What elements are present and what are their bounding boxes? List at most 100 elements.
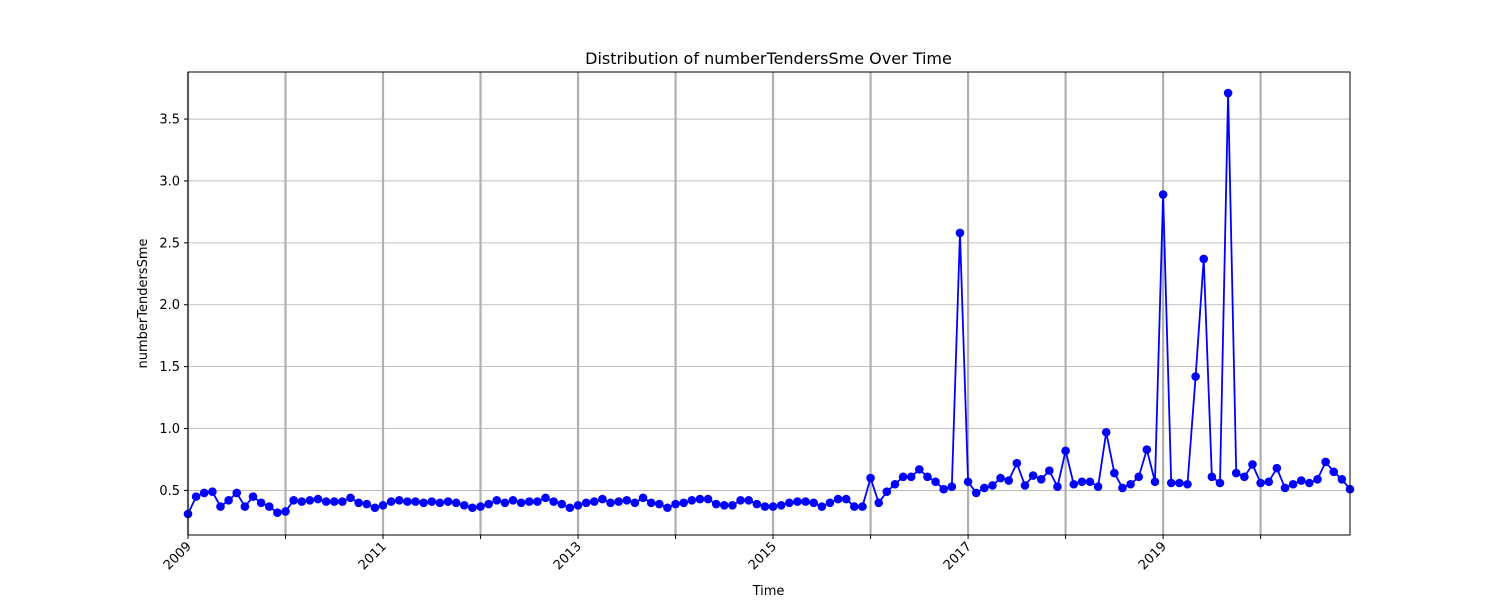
data-point	[882, 487, 892, 496]
data-point	[516, 498, 526, 508]
data-point	[1142, 445, 1152, 454]
data-point	[825, 498, 835, 508]
data-point	[614, 497, 623, 506]
data-point	[1305, 478, 1314, 488]
data-point	[386, 497, 396, 506]
data-point	[338, 497, 347, 506]
data-point	[711, 499, 721, 509]
data-point	[1207, 472, 1217, 482]
data-point	[484, 499, 493, 509]
data-point	[955, 228, 965, 238]
data-point	[858, 502, 867, 511]
data-point	[589, 497, 599, 506]
data-point	[1264, 477, 1274, 487]
data-point	[346, 493, 355, 503]
data-point	[760, 502, 770, 511]
data-point	[890, 479, 900, 489]
data-point	[752, 499, 762, 509]
data-point	[321, 497, 331, 506]
data-point	[833, 494, 843, 504]
data-point	[1183, 479, 1192, 489]
data-point	[996, 473, 1005, 483]
data-point	[565, 503, 575, 513]
data-point	[622, 496, 632, 505]
data-point	[695, 494, 705, 504]
data-point	[923, 472, 932, 482]
data-point	[1004, 476, 1014, 485]
data-point	[435, 498, 445, 508]
y-tick-label: 1.0	[159, 422, 180, 437]
y-tick-label: 3.0	[159, 174, 180, 189]
data-point	[638, 493, 648, 503]
data-point	[370, 503, 380, 513]
data-point	[898, 472, 908, 482]
data-point	[906, 472, 916, 482]
data-point	[411, 497, 420, 506]
data-point	[1093, 482, 1103, 492]
data-point	[329, 497, 339, 506]
data-point	[541, 493, 550, 503]
data-point	[1175, 478, 1184, 488]
data-point	[1288, 479, 1298, 489]
data-point	[1329, 467, 1339, 477]
data-point	[768, 502, 778, 511]
data-point	[1223, 88, 1233, 98]
data-point	[663, 503, 672, 513]
y-tick-label: 2.5	[159, 236, 180, 251]
data-point	[240, 502, 250, 511]
data-point	[208, 487, 217, 496]
data-point	[273, 508, 282, 518]
data-point	[1053, 482, 1062, 492]
data-point	[980, 483, 989, 493]
data-point	[1166, 478, 1176, 488]
data-point	[655, 499, 664, 509]
y-tick-label: 1.5	[159, 360, 180, 375]
data-point	[1020, 481, 1030, 490]
data-point	[915, 465, 924, 474]
plot-background	[188, 72, 1350, 535]
data-point	[1296, 476, 1306, 485]
data-point	[1126, 479, 1135, 489]
data-point	[809, 498, 818, 508]
data-point	[549, 497, 558, 506]
data-point	[459, 500, 469, 510]
data-point	[630, 498, 640, 508]
data-point	[508, 496, 518, 505]
data-point	[606, 498, 615, 508]
data-point	[1077, 477, 1087, 487]
data-point	[931, 477, 940, 487]
data-point	[394, 496, 404, 505]
plot-area	[188, 72, 1350, 535]
data-point	[224, 496, 233, 505]
data-point	[971, 488, 981, 498]
data-point	[362, 499, 372, 509]
data-point	[1313, 474, 1322, 484]
data-point	[1240, 472, 1249, 482]
data-point	[850, 502, 859, 511]
data-point	[419, 498, 428, 508]
data-point	[199, 488, 209, 498]
y-tick-label: 3.5	[159, 113, 180, 128]
data-point	[1248, 460, 1257, 469]
data-point	[1199, 254, 1209, 264]
data-point	[703, 494, 713, 504]
data-point	[191, 492, 201, 501]
data-point	[476, 502, 485, 511]
data-point	[1256, 478, 1265, 488]
data-series	[183, 88, 1355, 519]
data-point	[1101, 427, 1111, 437]
data-point	[817, 502, 827, 511]
data-point	[264, 502, 274, 511]
data-point	[1321, 457, 1330, 467]
data-point	[232, 488, 242, 498]
data-point	[1337, 474, 1347, 484]
data-point	[256, 498, 266, 508]
data-point	[720, 500, 729, 510]
data-point	[443, 497, 453, 506]
data-point	[492, 496, 502, 505]
data-point	[785, 498, 794, 508]
plot-border	[187, 71, 1351, 536]
data-point	[776, 500, 786, 510]
data-point	[801, 497, 810, 506]
